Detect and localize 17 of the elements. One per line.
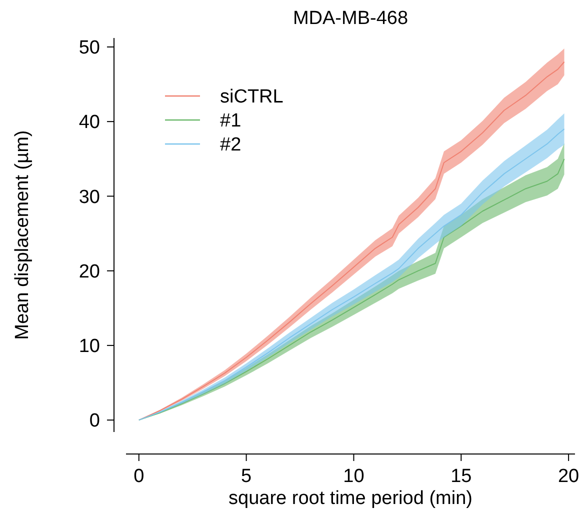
legend-label: siCTRL	[220, 86, 284, 108]
legend-label: #2	[220, 134, 242, 156]
y-tick-label: 20	[78, 261, 100, 282]
y-tick-label: 30	[78, 186, 100, 208]
y-tick-label: 0	[89, 410, 100, 432]
y-axis-title: Mean displacement (µm)	[12, 130, 33, 340]
y-tick-label: 10	[78, 336, 100, 358]
x-tick-label: 15	[450, 466, 472, 487]
x-tick-label: 10	[343, 466, 364, 487]
x-axis-title: square root time period (min)	[228, 488, 472, 509]
y-tick-label: 50	[78, 38, 100, 59]
legend-label: #1	[220, 110, 242, 132]
x-tick-label: 0	[134, 466, 144, 487]
chart-title: MDA-MB-468	[292, 8, 408, 29]
y-tick-label: 40	[78, 112, 100, 134]
x-tick-label: 20	[558, 466, 580, 487]
x-tick-label: 5	[241, 466, 252, 487]
